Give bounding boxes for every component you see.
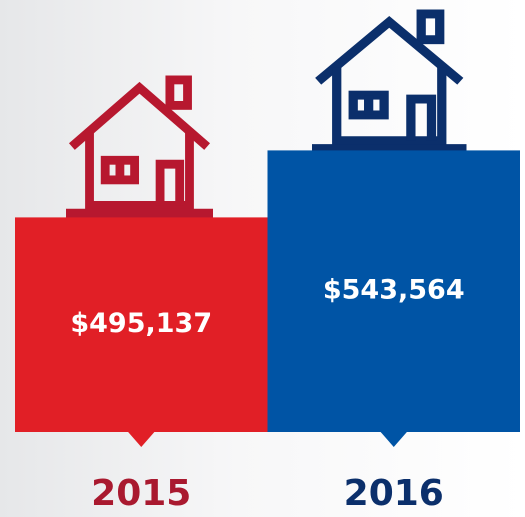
house-icon [66, 80, 213, 213]
category-label: 2015 [91, 473, 191, 514]
category-label: 2016 [344, 473, 444, 514]
pointer [379, 431, 408, 447]
house-icon [312, 14, 467, 149]
value-label: $543,564 [323, 275, 465, 306]
bar [267, 150, 520, 432]
bar [15, 217, 268, 432]
value-label: $495,137 [70, 308, 212, 339]
pointer [127, 431, 156, 447]
